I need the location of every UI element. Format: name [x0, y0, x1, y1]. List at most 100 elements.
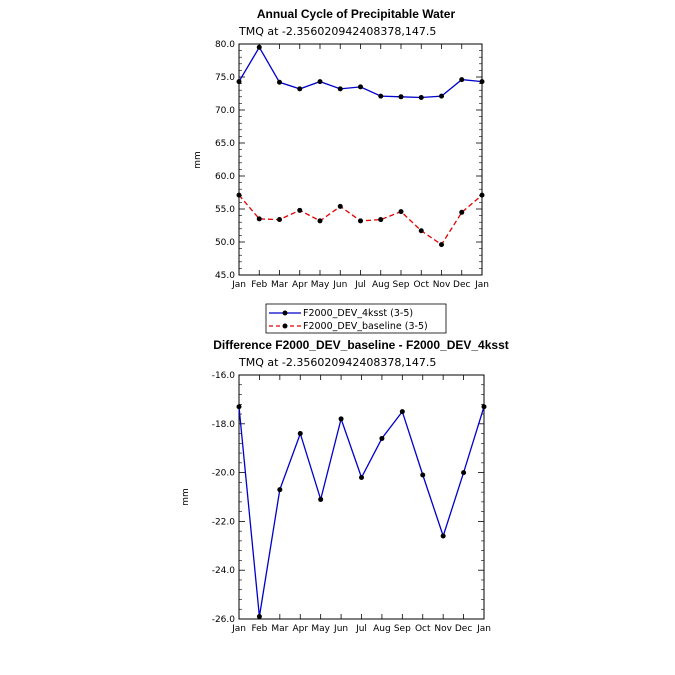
- top-xtick-label: Mar: [271, 280, 288, 290]
- bottom-xtick-label: Jan: [476, 624, 491, 634]
- bottom-xtick-label: Jan: [231, 624, 246, 634]
- top-chart-subtitle: TMQ at -2.356020942408378,147.5: [238, 25, 436, 38]
- top-ytick-label: 60.0: [215, 172, 235, 182]
- top-xtick-label: Dec: [453, 280, 470, 290]
- top-series-line-0: [238, 46, 483, 99]
- bottom-series-0-point: [461, 470, 467, 476]
- top-series-0-point: [337, 86, 343, 92]
- top-series-0-point: [398, 94, 404, 100]
- bottom-series-0-point: [399, 409, 405, 415]
- legend-marker-baseline: [282, 323, 288, 329]
- bottom-xtick-label: Nov: [434, 624, 452, 634]
- bottom-xtick-label: Apr: [292, 624, 308, 634]
- top-xtick-label: Apr: [292, 280, 308, 290]
- bottom-series-0-point: [481, 404, 487, 410]
- bottom-ytick-label: -20.0: [212, 469, 236, 479]
- legend-marker-4ksst: [282, 310, 288, 316]
- top-ytick-label: 50.0: [215, 238, 235, 248]
- top-xtick-label: Feb: [251, 280, 267, 290]
- bottom-series-0-point: [277, 487, 283, 493]
- bottom-series-group: [236, 404, 487, 620]
- bottom-chart: Difference F2000_DEV_baseline - F2000_DE…: [181, 338, 509, 634]
- bottom-series-0-point: [440, 533, 446, 539]
- top-series-0-point: [479, 79, 485, 85]
- bottom-xtick-label: Aug: [373, 624, 391, 634]
- bottom-axis-ticks: Jan Feb Mar Apr May Jun Jul Aug Sep Oct Nov Dec Jan-…: [212, 371, 491, 634]
- top-series-0-point: [297, 86, 303, 92]
- top-xtick-label: Sep: [393, 280, 410, 290]
- bottom-ytick-label: -16.0: [212, 371, 236, 381]
- top-series-0-point: [236, 79, 242, 85]
- top-xtick-label: Nov: [433, 280, 451, 290]
- top-xtick-label: Oct: [413, 280, 429, 290]
- top-series-1-point: [256, 216, 262, 222]
- top-ytick-label: 80.0: [215, 40, 235, 50]
- top-xtick-label: Jan: [231, 280, 246, 290]
- bottom-chart-subtitle: TMQ at -2.356020942408378,147.5: [238, 356, 436, 369]
- top-series-0-point: [277, 79, 282, 85]
- top-axis-ticks: Jan Feb Mar Apr May Jun Jul Aug Sep Oct Nov Dec Jan4…: [215, 40, 489, 290]
- legend-box: [265, 303, 447, 334]
- top-ytick-label: 55.0: [215, 205, 235, 215]
- top-series-0-point: [418, 94, 424, 100]
- bottom-xtick-label: Mar: [271, 624, 288, 634]
- top-series-0-point: [256, 44, 262, 50]
- bottom-series-0-point: [256, 614, 262, 620]
- bottom-series-line-0: [238, 406, 485, 617]
- top-series-1-point: [378, 217, 384, 223]
- bottom-xtick-label: Dec: [455, 624, 472, 634]
- top-series-1-point: [418, 228, 424, 234]
- top-series-1-point: [479, 192, 485, 198]
- top-series-1-point: [398, 209, 404, 215]
- bottom-series-0-point: [236, 404, 242, 410]
- bottom-series-0-point: [420, 472, 426, 478]
- top-xtick-label: Jul: [354, 280, 366, 290]
- bottom-series-0-point: [379, 435, 385, 441]
- top-ytick-label: 65.0: [215, 139, 235, 149]
- bottom-xtick-label: Jun: [333, 624, 348, 634]
- top-chart-title: Annual Cycle of Precipitable Water: [257, 7, 456, 21]
- top-series-1-point: [358, 218, 363, 224]
- top-series-0-point: [378, 93, 384, 99]
- top-series-1-point: [317, 218, 323, 224]
- bottom-series-0-point: [297, 431, 303, 437]
- legend-label-baseline: F2000_DEV_baseline (3-5): [303, 321, 428, 332]
- top-series-1-point: [277, 217, 282, 223]
- top-chart-ylabel: mm: [193, 151, 203, 169]
- bottom-xtick-label: Jul: [355, 624, 367, 634]
- bottom-ytick-label: -18.0: [212, 420, 236, 430]
- top-xtick-label: Jun: [332, 280, 347, 290]
- top-series-0-point: [358, 84, 363, 90]
- top-ytick-label: 45.0: [215, 271, 235, 281]
- top-series-1-point: [459, 209, 465, 215]
- bottom-plot-frame: [238, 374, 485, 620]
- top-series-0-point: [439, 93, 444, 99]
- bottom-ytick-label: -22.0: [212, 517, 236, 527]
- top-xtick-label: May: [311, 280, 330, 290]
- top-series-1-point: [297, 207, 303, 213]
- top-series-group: [236, 44, 485, 248]
- top-ytick-label: 75.0: [215, 73, 235, 83]
- top-ytick-label: 70.0: [215, 106, 235, 116]
- bottom-series-0-point: [318, 496, 324, 502]
- bottom-xtick-label: Feb: [251, 624, 267, 634]
- bottom-series-0-point: [359, 474, 364, 480]
- top-xtick-label: Aug: [372, 280, 390, 290]
- bottom-ytick-label: -24.0: [212, 566, 236, 576]
- bottom-xtick-label: May: [311, 624, 330, 634]
- top-xtick-label: Jan: [474, 280, 489, 290]
- bottom-xtick-label: Oct: [415, 624, 431, 634]
- top-plot-frame: [238, 43, 483, 276]
- top-series-0-point: [459, 77, 465, 83]
- bottom-chart-title: Difference F2000_DEV_baseline - F2000_DE…: [213, 338, 509, 352]
- bottom-xtick-label: Sep: [394, 624, 411, 634]
- top-series-0-point: [317, 79, 323, 85]
- top-series-1-point: [439, 242, 444, 248]
- bottom-ytick-label: -26.0: [212, 615, 236, 625]
- legend: F2000_DEV_4ksst (3-5) F2000_DEV_baseline…: [265, 303, 447, 334]
- top-series-1-point: [337, 203, 343, 209]
- top-series-1-point: [236, 192, 242, 198]
- bottom-series-0-point: [338, 416, 344, 422]
- bottom-chart-ylabel: mm: [181, 488, 191, 506]
